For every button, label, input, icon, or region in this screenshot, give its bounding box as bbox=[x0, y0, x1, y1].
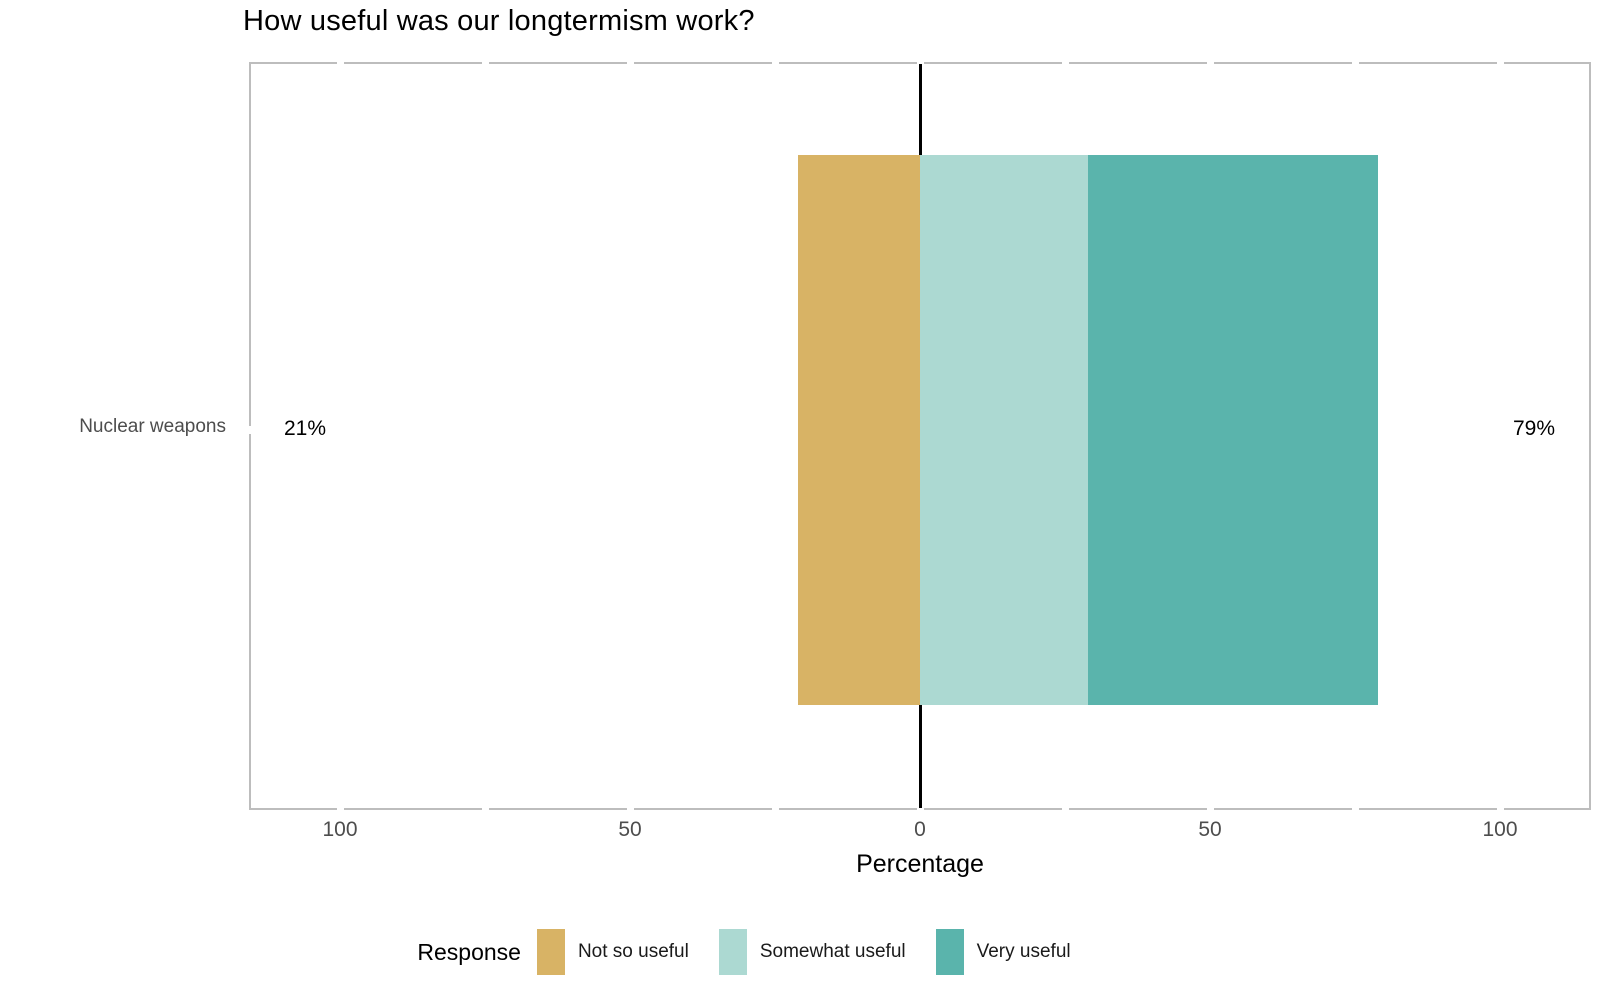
x-tick-notch bbox=[1207, 62, 1214, 64]
bar-segment-not-so-useful bbox=[798, 155, 920, 705]
category-label-nuclear-weapons: Nuclear weapons bbox=[79, 416, 226, 437]
x-tick-notch bbox=[482, 62, 489, 64]
x-tick-label-50-3: 50 bbox=[1198, 818, 1222, 841]
y-tick-notch bbox=[249, 426, 251, 434]
legend-item-not-so-useful: Not so useful bbox=[536, 929, 689, 975]
x-tick-notch bbox=[917, 808, 924, 810]
legend: Response Not so useful Somewhat useful V… bbox=[0, 921, 1544, 983]
x-tick-notch bbox=[337, 62, 344, 64]
legend-item-somewhat-useful: Somewhat useful bbox=[718, 929, 906, 975]
x-tick-notch bbox=[1497, 62, 1504, 64]
x-tick-notch bbox=[1497, 808, 1504, 810]
chart-title: How useful was our longtermism work? bbox=[243, 5, 755, 37]
x-tick-notch bbox=[1062, 808, 1069, 810]
x-tick-notch bbox=[627, 62, 634, 64]
x-tick-notch bbox=[337, 808, 344, 810]
legend-swatch-not-so-useful bbox=[536, 929, 565, 975]
legend-swatch-very-useful bbox=[935, 929, 964, 975]
x-tick-notch bbox=[482, 808, 489, 810]
x-tick-notch bbox=[1207, 808, 1214, 810]
legend-label-not-so-useful: Not so useful bbox=[577, 941, 689, 962]
x-axis-title: Percentage bbox=[856, 850, 984, 878]
x-tick-notch bbox=[1352, 62, 1359, 64]
legend-item-very-useful: Very useful bbox=[935, 929, 1071, 975]
legend-title: Response bbox=[417, 938, 521, 965]
bar-segment-very-useful bbox=[1088, 155, 1379, 705]
x-tick-notch bbox=[1352, 808, 1359, 810]
x-tick-notch bbox=[627, 808, 634, 810]
x-tick-notch bbox=[772, 808, 779, 810]
x-tick-label-50-1: 50 bbox=[618, 818, 642, 841]
x-tick-label-100-4: 100 bbox=[1482, 818, 1518, 841]
plot-panel bbox=[249, 62, 1591, 810]
bar-segment-somewhat-useful bbox=[920, 155, 1089, 705]
x-tick-label-100-0: 100 bbox=[322, 818, 358, 841]
x-tick-notch bbox=[1062, 62, 1069, 64]
legend-label-somewhat-useful: Somewhat useful bbox=[759, 941, 906, 962]
legend-label-very-useful: Very useful bbox=[976, 941, 1071, 962]
x-tick-label-0-2: 0 bbox=[914, 818, 926, 841]
legend-swatch-somewhat-useful bbox=[718, 929, 747, 975]
bar-stack-nuclear-weapons bbox=[251, 64, 1589, 808]
left-total-label: 21% bbox=[283, 417, 327, 440]
right-total-label: 79% bbox=[1512, 417, 1556, 440]
x-tick-notch bbox=[917, 62, 924, 64]
x-tick-notch bbox=[772, 62, 779, 64]
